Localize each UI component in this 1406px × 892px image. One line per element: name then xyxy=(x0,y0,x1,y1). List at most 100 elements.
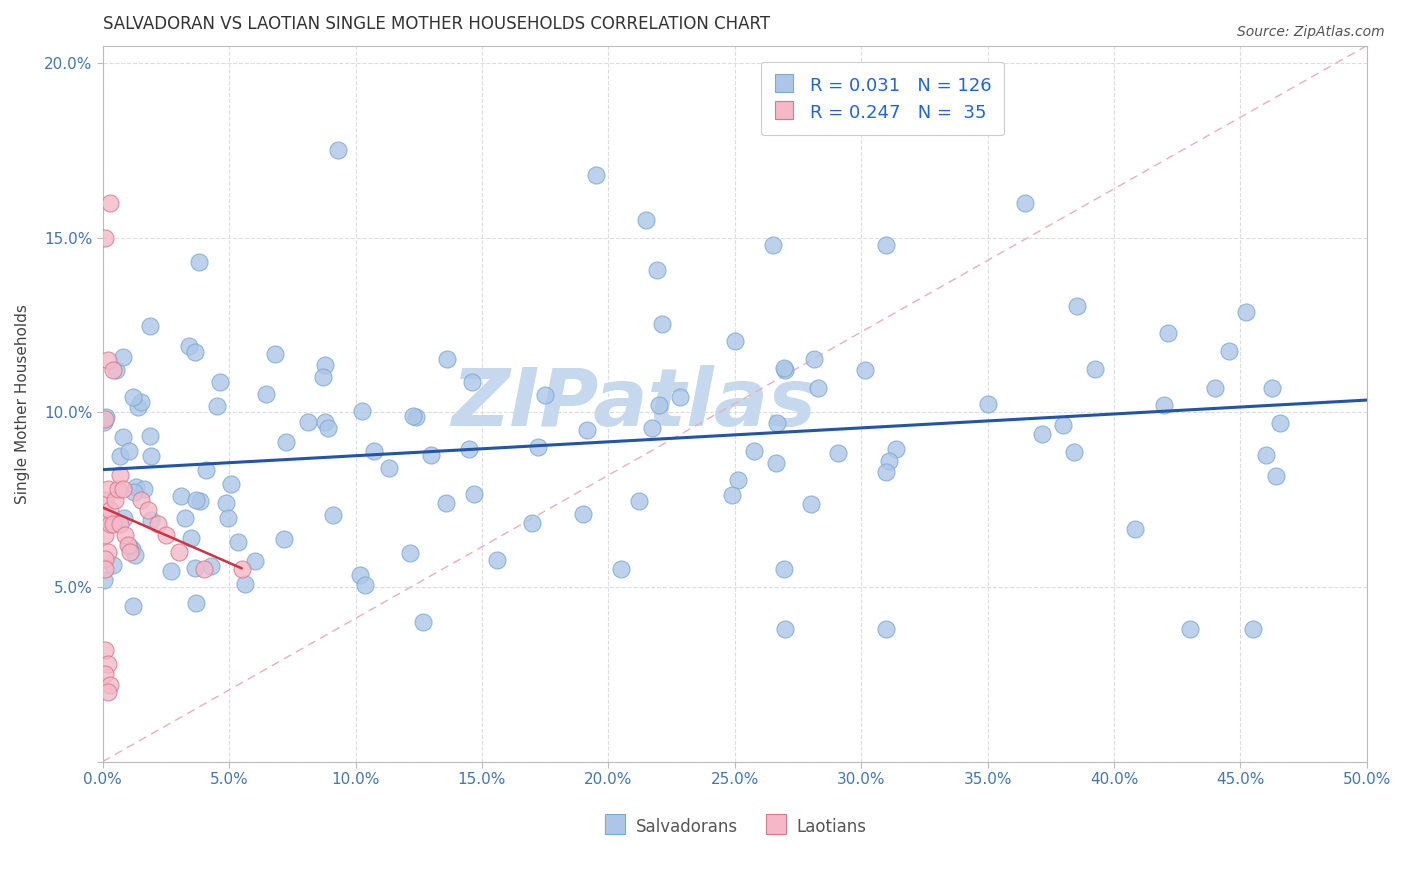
Point xyxy=(104,492,127,507)
Point xyxy=(402,409,425,423)
Point xyxy=(93,415,115,429)
Point xyxy=(522,516,544,530)
Text: Source: ZipAtlas.com: Source: ZipAtlas.com xyxy=(1237,25,1385,39)
Point xyxy=(827,446,849,460)
Point xyxy=(98,503,121,517)
Y-axis label: Single Mother Households: Single Mother Households xyxy=(15,303,30,504)
Point xyxy=(533,388,555,402)
Point xyxy=(186,492,208,507)
Point xyxy=(120,545,142,559)
Point xyxy=(350,403,373,417)
Point xyxy=(94,642,117,657)
Point xyxy=(124,549,146,563)
Point xyxy=(167,545,190,559)
Point xyxy=(297,415,319,429)
Point xyxy=(463,487,485,501)
Point xyxy=(572,507,595,521)
Point xyxy=(610,562,633,576)
Point xyxy=(93,573,115,587)
Point xyxy=(875,622,897,636)
Point xyxy=(97,545,120,559)
Point xyxy=(1261,381,1284,395)
Point xyxy=(1031,426,1053,441)
Point xyxy=(122,599,145,614)
Point xyxy=(101,517,124,532)
Point xyxy=(122,484,145,499)
Point xyxy=(1063,445,1085,459)
Point xyxy=(170,489,193,503)
Point xyxy=(184,596,207,610)
Point xyxy=(94,667,117,681)
Point xyxy=(208,376,231,390)
Point xyxy=(326,144,349,158)
Point xyxy=(129,492,152,507)
Point xyxy=(775,622,797,636)
Point xyxy=(136,503,159,517)
Point xyxy=(141,513,163,527)
Point xyxy=(312,369,335,384)
Point xyxy=(1241,622,1264,636)
Point xyxy=(188,255,211,269)
Point xyxy=(273,532,295,546)
Point xyxy=(314,415,336,429)
Point xyxy=(648,398,671,412)
Point xyxy=(195,463,218,477)
Point xyxy=(125,480,148,494)
Point xyxy=(97,684,120,698)
Point xyxy=(177,339,200,353)
Point xyxy=(1157,326,1180,341)
Point xyxy=(651,317,673,331)
Point xyxy=(976,397,998,411)
Point xyxy=(132,483,155,497)
Point xyxy=(98,678,121,692)
Point xyxy=(118,444,141,458)
Point xyxy=(1268,416,1291,430)
Point xyxy=(349,567,371,582)
Point xyxy=(636,213,658,227)
Point xyxy=(110,468,132,483)
Point xyxy=(94,527,117,541)
Point xyxy=(217,510,239,524)
Point xyxy=(877,454,900,468)
Point xyxy=(884,442,907,457)
Point xyxy=(117,538,139,552)
Text: ZIPatlas: ZIPatlas xyxy=(451,365,815,442)
Point xyxy=(101,558,124,573)
Point xyxy=(1178,622,1201,636)
Point xyxy=(875,465,897,479)
Point xyxy=(112,350,135,364)
Point xyxy=(118,539,141,553)
Point xyxy=(645,263,668,277)
Point xyxy=(193,562,215,576)
Point xyxy=(773,562,796,576)
Point xyxy=(97,510,120,524)
Point xyxy=(775,363,797,377)
Point xyxy=(458,442,481,457)
Point xyxy=(264,346,287,360)
Point xyxy=(98,517,121,532)
Point xyxy=(94,492,117,507)
Legend: Salvadorans, Laotians: Salvadorans, Laotians xyxy=(596,809,873,843)
Point xyxy=(114,527,136,541)
Point xyxy=(1218,344,1240,359)
Point xyxy=(322,508,344,522)
Point xyxy=(129,395,152,409)
Point xyxy=(800,497,823,511)
Point xyxy=(155,527,177,541)
Point xyxy=(96,409,118,424)
Point xyxy=(1084,362,1107,376)
Point xyxy=(1066,299,1088,313)
Point xyxy=(107,482,129,496)
Point xyxy=(1123,522,1146,536)
Point xyxy=(243,553,266,567)
Point xyxy=(641,421,664,435)
Point xyxy=(1204,381,1226,395)
Point xyxy=(807,381,830,395)
Point xyxy=(585,168,607,182)
Point xyxy=(575,424,598,438)
Point xyxy=(97,482,120,496)
Point xyxy=(94,552,117,566)
Point xyxy=(207,400,229,414)
Point xyxy=(765,456,787,470)
Point xyxy=(1052,417,1074,432)
